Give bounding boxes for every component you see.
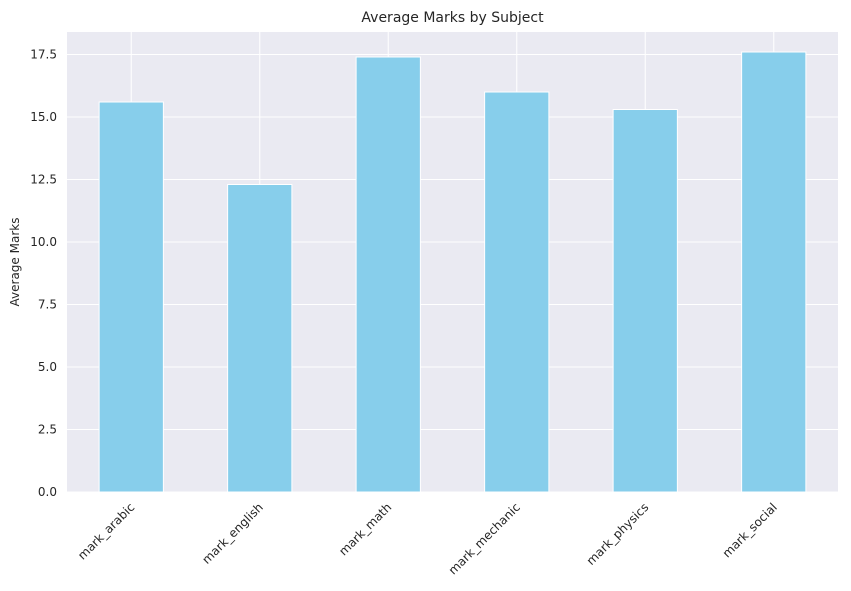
x-tick-label: mark_physics [584, 500, 652, 568]
y-tick-label: 12.5 [30, 173, 57, 187]
y-tick-label: 10.0 [30, 235, 57, 249]
bar-mark-social [741, 51, 807, 493]
y-tick-label: 0.0 [38, 485, 57, 499]
y-tick-label: 7.5 [38, 298, 57, 312]
bar-mark-english [227, 184, 293, 493]
y-axis-title: Average Marks [8, 218, 22, 307]
x-tick-label: mark_arabic [75, 500, 137, 562]
y-tick-label: 17.5 [30, 48, 57, 62]
bar-mark-physics [612, 109, 678, 493]
y-tick-label: 5.0 [38, 360, 57, 374]
chart-title: Average Marks by Subject [361, 10, 544, 26]
bar-mark-arabic [98, 101, 164, 493]
x-tick-label: mark_english [199, 500, 266, 567]
bars [98, 51, 807, 493]
x-axis-ticks: mark_arabic mark_english mark_math mark_mec… [75, 500, 780, 577]
y-axis-ticks: 0.0 2.5 5.0 7.5 10.0 12.5 15.0 17.5 [30, 48, 57, 500]
bar-mark-mechanic [484, 91, 550, 493]
x-tick-label: mark_social [720, 500, 780, 560]
y-tick-label: 2.5 [38, 423, 57, 437]
x-tick-label: mark_math [336, 500, 394, 558]
bar-mark-math [355, 56, 421, 493]
y-tick-label: 15.0 [30, 110, 57, 124]
plot-area [67, 32, 838, 492]
x-tick-label: mark_mechanic [446, 500, 523, 577]
